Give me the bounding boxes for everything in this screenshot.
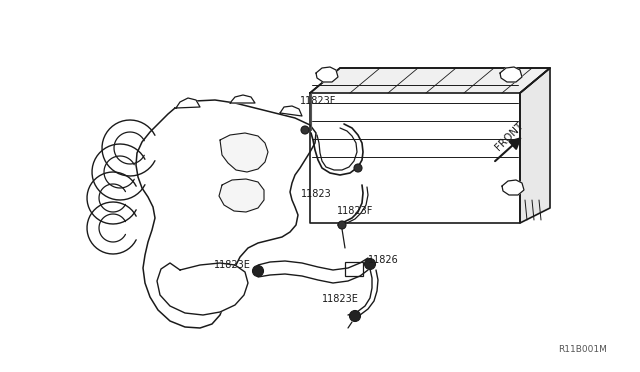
Polygon shape — [219, 179, 264, 212]
Circle shape — [338, 221, 346, 229]
Bar — [345, 262, 363, 276]
Text: 11826: 11826 — [368, 255, 399, 265]
Polygon shape — [136, 100, 316, 328]
Polygon shape — [220, 133, 268, 172]
Circle shape — [365, 259, 376, 269]
Polygon shape — [157, 263, 248, 315]
Polygon shape — [176, 98, 200, 108]
Polygon shape — [310, 68, 550, 93]
Circle shape — [253, 266, 264, 276]
Text: 11823: 11823 — [301, 189, 332, 199]
Circle shape — [301, 126, 309, 134]
Polygon shape — [502, 180, 524, 195]
Text: R11B001M: R11B001M — [558, 345, 607, 354]
Polygon shape — [500, 67, 522, 82]
Polygon shape — [280, 106, 302, 116]
Polygon shape — [316, 67, 338, 82]
Text: 11823F: 11823F — [300, 96, 337, 106]
Text: 11823F: 11823F — [337, 206, 373, 216]
Circle shape — [354, 164, 362, 172]
Polygon shape — [230, 95, 255, 103]
Text: 11823E: 11823E — [214, 260, 251, 270]
Text: 11823E: 11823E — [322, 294, 359, 304]
Polygon shape — [310, 68, 550, 223]
Polygon shape — [520, 68, 550, 223]
Circle shape — [349, 311, 360, 321]
Text: FRONT: FRONT — [493, 120, 525, 152]
